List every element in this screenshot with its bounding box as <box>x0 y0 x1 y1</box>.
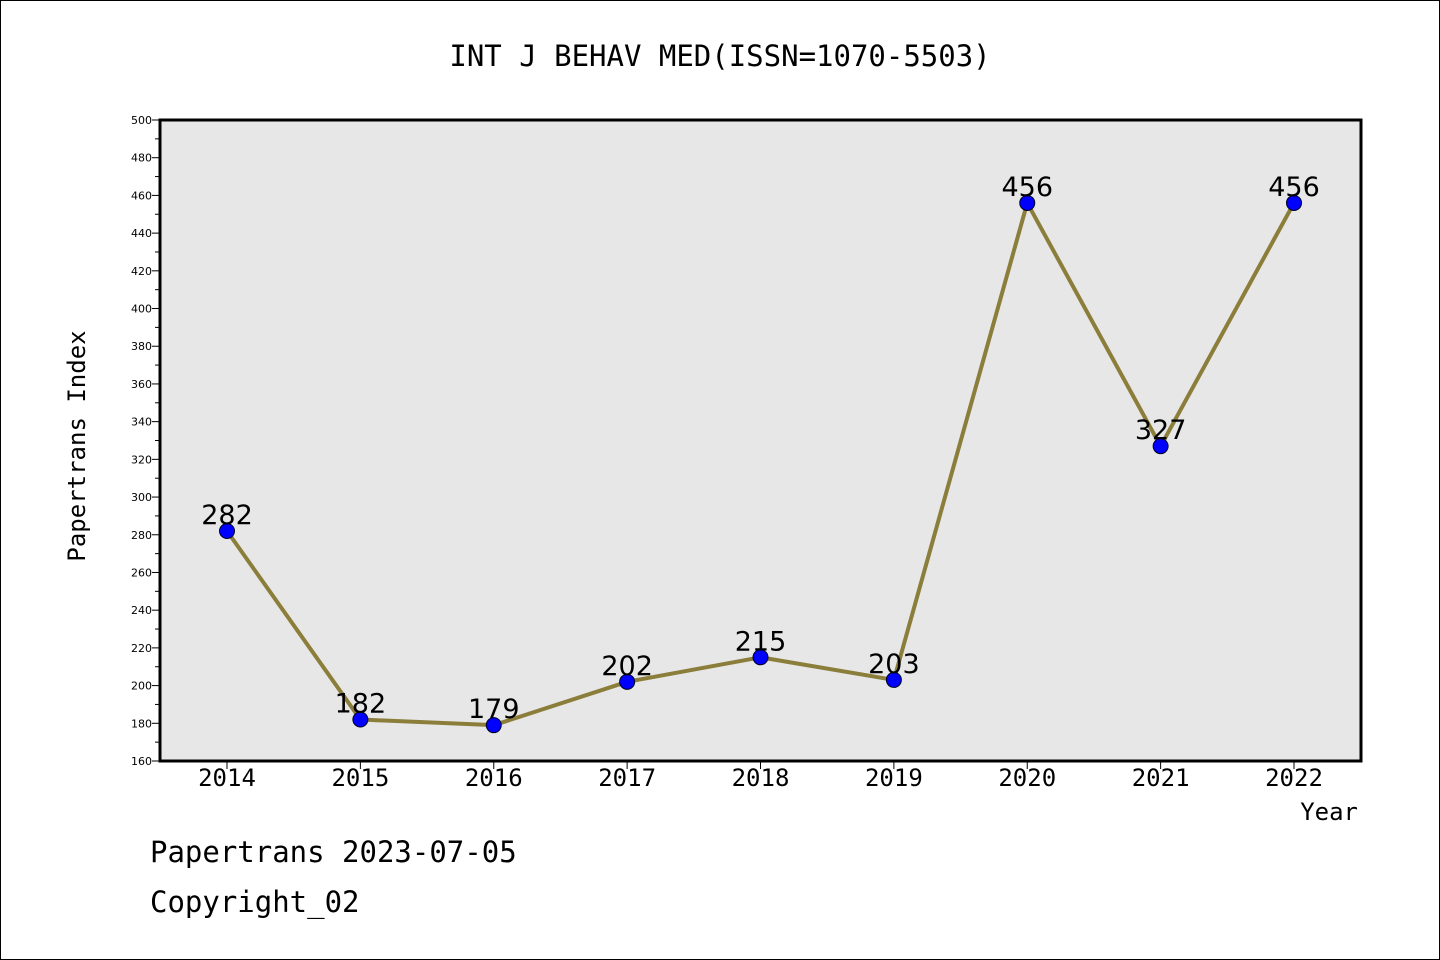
y-axis: 160 180 200 220 240 260 280 300 320 340 360 380 400 4… <box>131 114 160 768</box>
y-tick-label: 480 <box>131 152 152 165</box>
y-tick-label: 300 <box>131 491 152 504</box>
y-tick-label: 420 <box>131 265 152 278</box>
data-point <box>885 671 902 688</box>
y-tick-label: 500 <box>131 114 152 127</box>
data-point <box>1019 194 1036 211</box>
x-tick-label: 2021 <box>1132 764 1190 792</box>
x-tick-label: 2018 <box>732 764 790 792</box>
series <box>219 194 1302 734</box>
y-tick-label: 180 <box>131 717 152 730</box>
y-tick-label: 380 <box>131 340 152 353</box>
data-labels: 282 182 179 202 215 203 456 327 456 <box>201 172 1320 725</box>
data-label: 282 <box>201 500 253 531</box>
y-tick-label: 320 <box>131 453 152 466</box>
y-axis-label: Papertrans Index <box>63 330 91 561</box>
data-label: 327 <box>1135 415 1187 446</box>
y-tick-label: 200 <box>131 680 152 693</box>
y-tick-label: 240 <box>131 604 152 617</box>
x-tick-label: 2014 <box>198 764 256 792</box>
y-tick-label: 280 <box>131 529 152 542</box>
x-tick-label: 2020 <box>998 764 1056 792</box>
data-label: 203 <box>868 649 920 680</box>
y-tick-label: 360 <box>131 378 152 391</box>
data-label: 456 <box>1001 172 1053 203</box>
y-tick-label: 460 <box>131 189 152 202</box>
chart-title: INT J BEHAV MED(ISSN=1070-5503) <box>449 39 990 73</box>
x-tick-label: 2017 <box>598 764 656 792</box>
data-label: 202 <box>601 651 653 682</box>
x-tick-label: 2016 <box>465 764 523 792</box>
data-point <box>1152 438 1169 455</box>
data-point <box>352 711 369 728</box>
y-tick-label: 440 <box>131 227 152 240</box>
y-tick-label: 400 <box>131 303 152 316</box>
data-label: 215 <box>735 626 787 657</box>
data-label: 179 <box>468 694 520 725</box>
footer-copyright: Copyright_02 <box>150 885 360 919</box>
data-point <box>752 649 769 666</box>
x-axis: 2014 2015 2016 2017 2018 2019 2020 2021 2022 <box>198 761 1323 792</box>
data-point <box>485 717 502 734</box>
x-tick-label: 2022 <box>1265 764 1323 792</box>
data-label: 182 <box>335 689 387 720</box>
y-tick-label: 260 <box>131 566 152 579</box>
x-axis-label: Year <box>1300 798 1358 826</box>
y-tick-label: 220 <box>131 642 152 655</box>
data-point <box>619 673 636 690</box>
x-tick-label: 2015 <box>331 764 389 792</box>
data-point <box>219 522 235 539</box>
footer-source: Papertrans 2023-07-05 <box>150 835 517 869</box>
y-tick-label: 340 <box>131 416 152 429</box>
data-point <box>1286 194 1302 211</box>
data-label: 456 <box>1268 172 1320 203</box>
x-tick-label: 2019 <box>865 764 923 792</box>
y-tick-label: 160 <box>131 755 152 768</box>
